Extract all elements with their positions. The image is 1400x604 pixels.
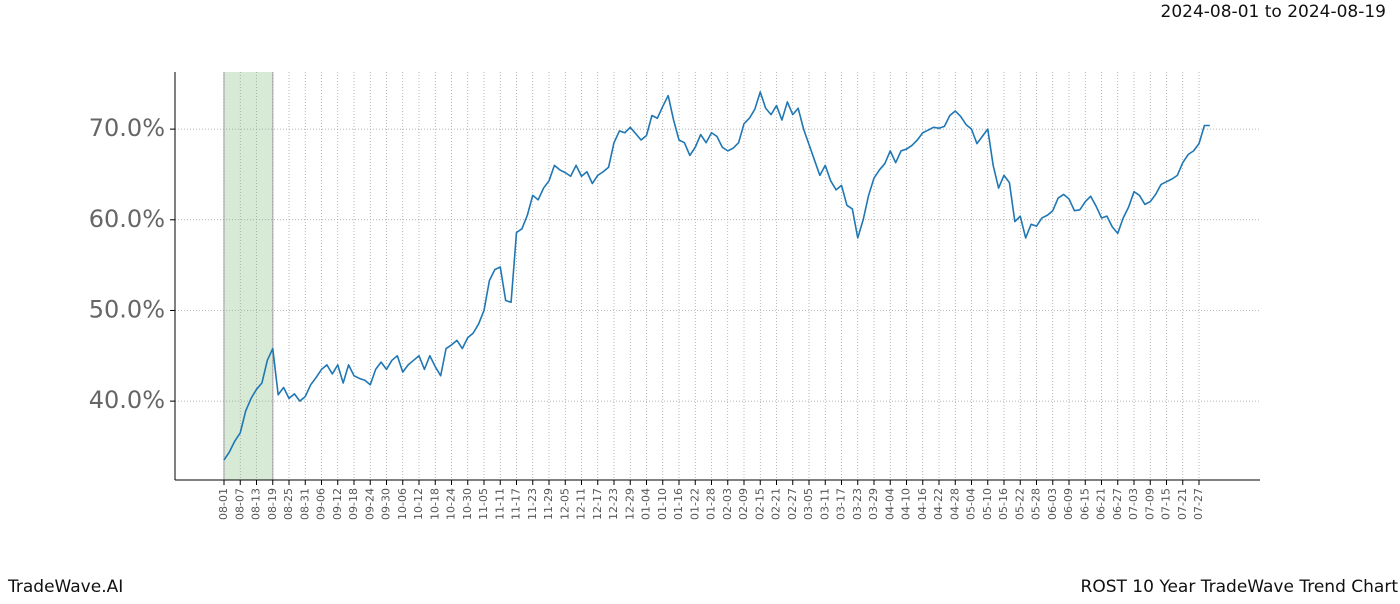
x-tick-label: 12-11: [575, 488, 588, 520]
x-tick-label: 07-21: [1176, 488, 1189, 520]
x-tick-label: 09-18: [347, 488, 360, 520]
x-tick-label: 11-17: [510, 488, 523, 520]
x-tick-label: 03-11: [818, 488, 831, 520]
x-tick-label: 05-10: [981, 488, 994, 520]
date-range: 2024-08-01 to 2024-08-19: [1161, 2, 1386, 22]
x-tick-label: 10-06: [396, 488, 409, 520]
x-tick-label: 08-07: [233, 488, 246, 520]
y-tick-label: 70.0%: [89, 114, 165, 142]
x-tick-label: 07-09: [1143, 488, 1156, 520]
x-tick-label: 01-04: [640, 488, 653, 520]
x-tick-label: 09-24: [363, 488, 376, 520]
x-tick-label: 11-29: [542, 488, 555, 520]
y-tick-label: 40.0%: [89, 386, 165, 414]
x-tick-label: 03-17: [835, 488, 848, 520]
x-tick-label: 06-15: [1078, 488, 1091, 520]
y-tick-label: 50.0%: [89, 295, 165, 323]
x-tick-label: 10-12: [412, 488, 425, 520]
x-tick-label: 12-29: [623, 488, 636, 520]
x-tick-label: 08-13: [250, 488, 263, 520]
x-tick-label: 11-11: [493, 488, 506, 520]
source: TradeWave.AI: [7, 577, 123, 597]
x-tick-label: 07-27: [1192, 488, 1205, 520]
x-tick-label: 11-05: [477, 488, 490, 520]
x-tick-label: 10-18: [428, 488, 441, 520]
x-tick-label: 10-30: [461, 488, 474, 520]
x-tick-label: 09-06: [315, 488, 328, 520]
x-tick-label: 02-15: [753, 488, 766, 520]
x-tick-label: 09-12: [331, 488, 344, 520]
x-tick-label: 05-16: [997, 488, 1010, 520]
y-tick-label: 60.0%: [89, 205, 165, 233]
x-tick-label: 04-28: [948, 488, 961, 520]
trend-line: [223, 91, 1210, 461]
x-tick-label: 05-04: [965, 488, 978, 520]
x-tick-label: 07-15: [1160, 488, 1173, 520]
x-tick-label: 05-28: [1030, 488, 1043, 520]
x-tick-label: 03-05: [802, 488, 815, 520]
x-tick-label: 02-09: [737, 488, 750, 520]
x-tick-label: 04-22: [932, 488, 945, 520]
x-tick-label: 01-22: [688, 488, 701, 520]
x-tick-label: 07-03: [1127, 488, 1140, 520]
x-tick-label: 02-21: [770, 488, 783, 520]
x-tick-label: 03-29: [867, 488, 880, 520]
x-tick-label: 08-19: [266, 488, 279, 520]
x-tick-label: 06-03: [1046, 488, 1059, 520]
x-tick-label: 12-23: [607, 488, 620, 520]
highlight-band: [224, 72, 273, 480]
x-tick-label: 08-25: [282, 488, 295, 520]
x-tick-label: 04-04: [883, 488, 896, 520]
x-tick-label: 04-16: [916, 488, 929, 520]
x-tick-label: 05-22: [1013, 488, 1026, 520]
x-tick-label: 12-17: [591, 488, 604, 520]
x-tick-label: 01-16: [672, 488, 685, 520]
x-tick-label: 10-24: [445, 488, 458, 520]
x-tick-label: 01-28: [705, 488, 718, 520]
x-tick-label: 03-23: [851, 488, 864, 520]
chart-title: ROST 10 Year TradeWave Trend Chart: [1081, 577, 1399, 597]
x-tick-label: 06-21: [1095, 488, 1108, 520]
x-tick-label: 08-01: [217, 488, 230, 520]
x-tick-label: 04-10: [900, 488, 913, 520]
x-tick-label: 01-10: [656, 488, 669, 520]
x-tick-label: 06-27: [1111, 488, 1124, 520]
x-tick-label: 09-30: [380, 488, 393, 520]
x-tick-label: 06-09: [1062, 488, 1075, 520]
x-tick-label: 08-31: [298, 488, 311, 520]
x-tick-label: 02-27: [786, 488, 799, 520]
x-tick-label: 11-23: [526, 488, 539, 520]
x-tick-label: 02-03: [721, 488, 734, 520]
x-tick-label: 12-05: [558, 488, 571, 520]
